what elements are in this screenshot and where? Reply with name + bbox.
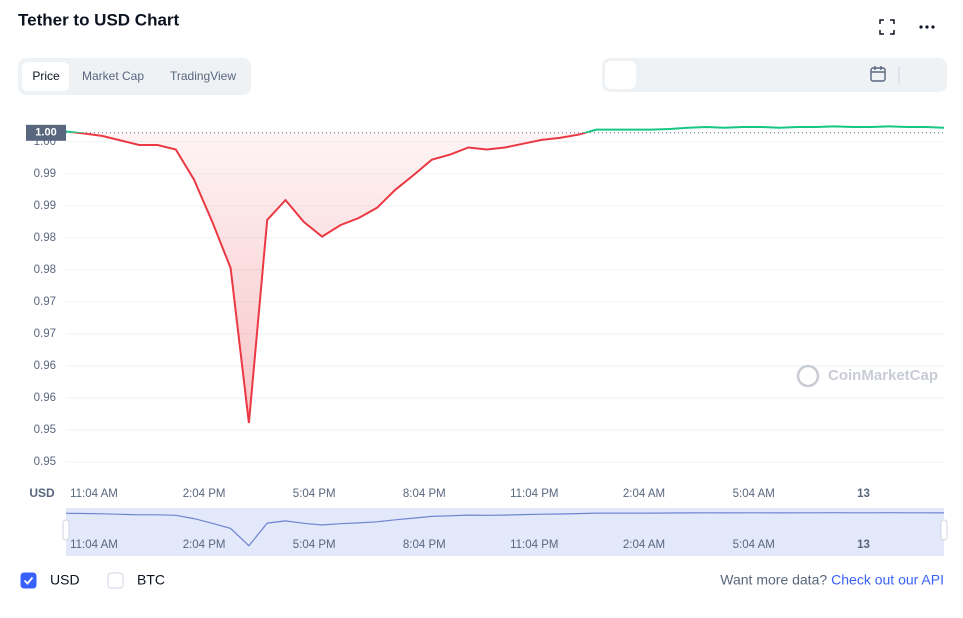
expand-icon[interactable]	[879, 19, 895, 35]
x-tick-label: 13	[857, 488, 870, 500]
y-tick-label: 0.97	[34, 296, 56, 308]
navigator-tick-label: 2:04 AM	[623, 539, 665, 551]
y-tick-label: 0.95	[34, 456, 56, 468]
title: Tether to USD Chart	[18, 10, 180, 29]
area-fill	[77, 132, 585, 423]
tab[interactable]: TradingView	[170, 69, 236, 83]
active-tab[interactable]	[22, 62, 69, 91]
x-tick-label: 5:04 AM	[733, 488, 775, 500]
calendar-icon[interactable]	[870, 66, 886, 82]
checkbox[interactable]	[20, 572, 37, 589]
navigator-tick-label: 11:04 AM	[70, 539, 118, 551]
watermark: CoinMarketCap	[828, 367, 938, 384]
active-range[interactable]	[605, 61, 636, 89]
navigator-line	[65, 512, 945, 547]
y-tick-label: 0.98	[34, 264, 56, 276]
watermark-logo	[796, 364, 820, 388]
x-tick-label: 8:04 PM	[403, 488, 446, 500]
navigator-handle[interactable]	[62, 519, 70, 541]
tab[interactable]: Market Cap	[82, 69, 144, 83]
y-tick-label: 0.99	[34, 168, 56, 180]
x-tick-label: 5:04 PM	[293, 488, 336, 500]
checkmark	[23, 576, 34, 585]
tab[interactable]: Price	[32, 69, 60, 83]
x-tick-label: 2:04 PM	[183, 488, 226, 500]
range-group	[602, 58, 947, 92]
tab-group	[18, 58, 251, 95]
y-tick-label: 0.95	[34, 424, 56, 436]
checkbox[interactable]	[107, 572, 124, 589]
x-tick-label: 11:04 PM	[510, 488, 558, 500]
api-link[interactable]: Check out our API	[831, 572, 944, 588]
navigator-tick-label: 5:04 AM	[733, 539, 775, 551]
navigator-tick-label: 11:04 PM	[510, 539, 558, 551]
y-tick-label: 0.98	[34, 232, 56, 244]
price-line-up	[65, 125, 945, 133]
toggle-label[interactable]: BTC	[137, 572, 165, 588]
x-tick-label: 11:04 AM	[70, 488, 118, 500]
y-axis-label: USD	[29, 486, 55, 500]
api-prompt: Want more data?	[720, 572, 827, 588]
price-line-down	[68, 132, 589, 424]
y-tick-label: 0.99	[34, 200, 56, 212]
y-tick-label: 0.96	[34, 392, 56, 404]
y-tick-label: 0.97	[34, 328, 56, 340]
price-badge-label: 1.00	[35, 127, 56, 139]
navigator-tick-label: 13	[857, 539, 870, 551]
navigator-tick-label: 8:04 PM	[403, 539, 446, 551]
navigator	[66, 508, 944, 556]
price-badge	[26, 124, 66, 141]
navigator-tick-label: 2:04 PM	[183, 539, 226, 551]
toggle-label[interactable]: USD	[50, 572, 80, 588]
more-icon[interactable]	[919, 25, 935, 29]
y-tick-label: 0.96	[34, 360, 56, 372]
navigator-tick-label: 5:04 PM	[293, 539, 336, 551]
x-tick-label: 2:04 AM	[623, 488, 665, 500]
navigator-handle[interactable]	[940, 519, 948, 541]
